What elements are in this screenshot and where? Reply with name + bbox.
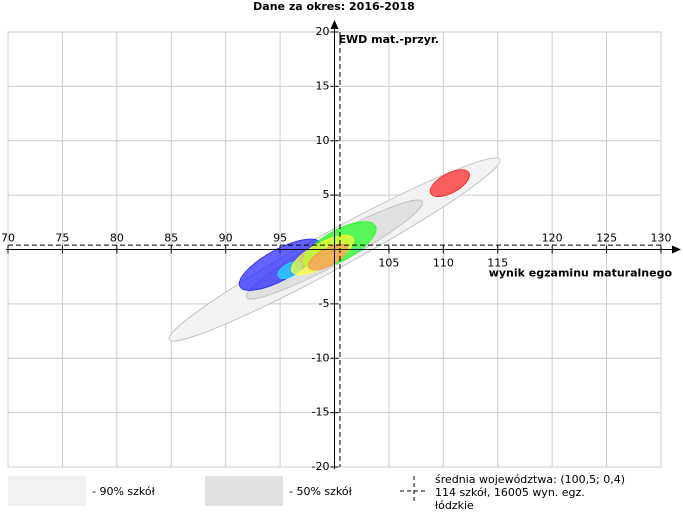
chart-title: Dane za okres: 2016-2018 <box>253 0 415 13</box>
y-axis-arrow <box>330 20 339 29</box>
school-ellipse <box>429 169 470 198</box>
x-tick-label: 120 <box>542 232 563 245</box>
x-tick-label: 125 <box>596 232 617 245</box>
y-tick-label: -15 <box>312 406 330 419</box>
x-tick-label: 75 <box>55 232 69 245</box>
x-tick-label: 115 <box>487 257 508 270</box>
x-tick-label: 105 <box>378 257 399 270</box>
x-tick-label: 70 <box>1 232 15 245</box>
y-axis-label: EWD mat.-przyr. <box>339 33 439 46</box>
x-tick-label: 95 <box>273 232 287 245</box>
y-tick-label: -5 <box>319 297 330 310</box>
y-tick-label: -20 <box>312 460 330 473</box>
legend-label: - 50% szkół <box>289 485 353 498</box>
x-tick-label: 110 <box>433 257 454 270</box>
y-tick-label: 5 <box>323 188 330 201</box>
y-tick-label: 10 <box>316 134 330 147</box>
y-tick-label: 15 <box>316 79 330 92</box>
x-tick-label: 90 <box>219 232 233 245</box>
legend-text: 114 szkół, 16005 wyn. egz. <box>435 486 585 499</box>
x-tick-label: 85 <box>164 232 178 245</box>
legend-text: średnia województwa: (100,5; 0,4) <box>435 473 625 486</box>
legend-label: - 90% szkół <box>92 485 156 498</box>
x-axis-arrow <box>672 245 681 254</box>
x-axis-label: wynik egzaminu maturalnego <box>489 267 673 280</box>
legend-swatch <box>8 476 86 506</box>
legend-text: łódzkie <box>435 499 474 509</box>
legend-swatch <box>205 476 283 506</box>
y-tick-label: -10 <box>312 351 330 364</box>
x-tick-label: 80 <box>110 232 124 245</box>
x-tick-label: 130 <box>651 232 672 245</box>
y-tick-label: 20 <box>316 25 330 38</box>
